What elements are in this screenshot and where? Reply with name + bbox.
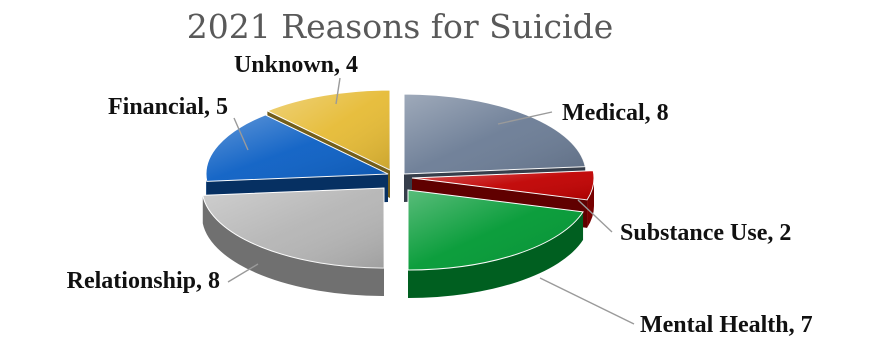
leader-line: [227, 263, 259, 283]
slice-shine: [267, 90, 390, 170]
pie-slices: [202, 89, 595, 298]
slice-side-wall: [408, 211, 584, 298]
leader-line: [233, 117, 249, 151]
pie-slice-mental-health: [407, 189, 584, 298]
leader-line: [539, 277, 635, 325]
pie-labels: Medical, 8 Substance Use, 2 Mental Health,…: [67, 52, 813, 338]
data-label-relationship: Relationship, 8: [67, 268, 220, 294]
slice-shine: [404, 94, 586, 174]
data-label-mental-health: Mental Health, 7: [640, 312, 813, 338]
slice-shine: [408, 190, 584, 270]
data-label-medical: Medical, 8: [562, 100, 669, 126]
data-label-substance-use: Substance Use, 2: [620, 220, 791, 246]
data-label-unknown: Unknown, 4: [234, 52, 358, 78]
slice-shine: [206, 114, 388, 182]
pie-slice-relationship: [202, 187, 385, 296]
data-label-financial: Financial, 5: [108, 94, 228, 120]
chart-title: 2021 Reasons for Suicide: [187, 7, 613, 46]
leader-line: [577, 199, 613, 233]
slice-shine: [202, 188, 384, 269]
slice-shine: [412, 170, 594, 200]
slice-side-wall: [202, 195, 384, 296]
leader-line: [335, 77, 341, 105]
leader-line: [497, 111, 553, 125]
